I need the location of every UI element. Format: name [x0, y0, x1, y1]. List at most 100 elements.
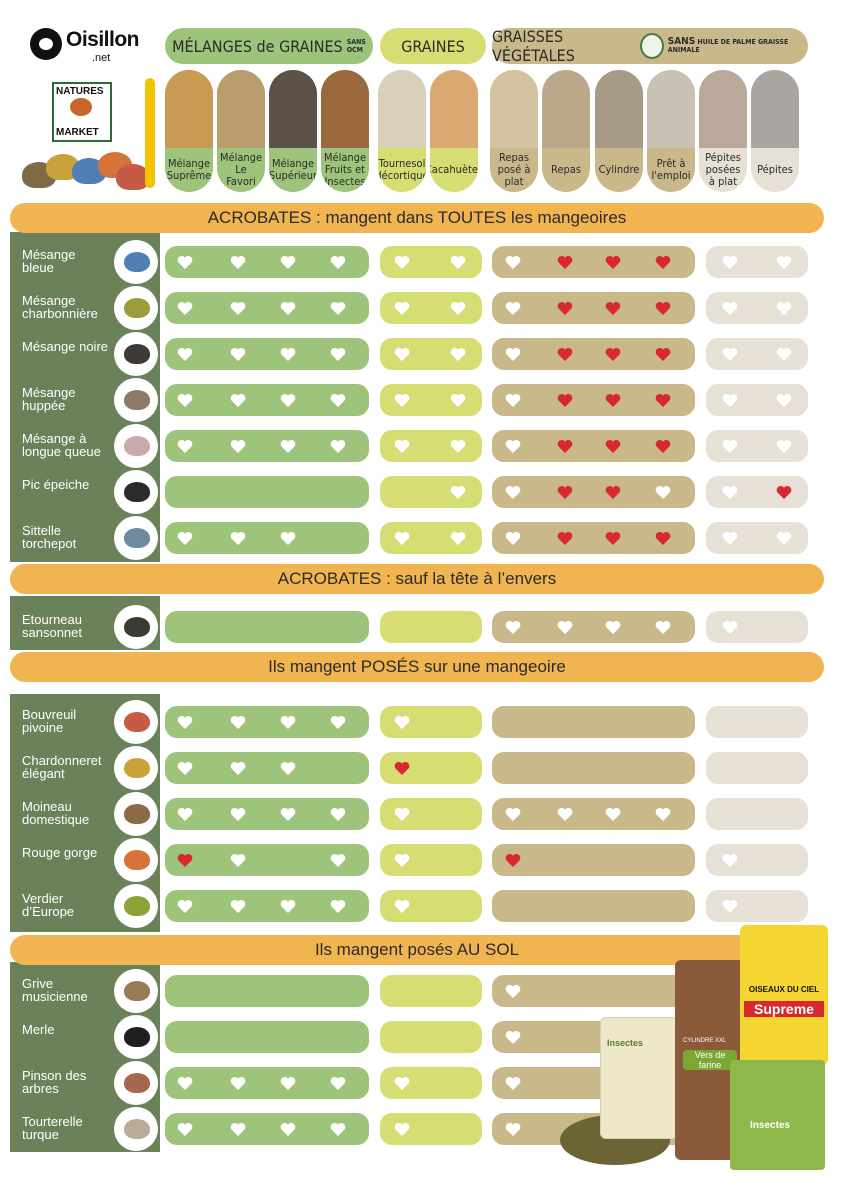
group-header-graines: GRAINES [380, 28, 486, 64]
heart-outline-icon [655, 485, 671, 499]
heart-outline-icon [330, 347, 346, 361]
bird-icon [124, 390, 150, 410]
product-image [542, 70, 590, 148]
bird-name: Pic épeiche [22, 477, 90, 492]
heart-filled-icon [776, 485, 792, 499]
table-row: Mésange huppée [0, 378, 860, 422]
product-image [699, 70, 747, 148]
table-row: Bouvreuil pivoine [0, 700, 860, 744]
heart-outline-icon [330, 715, 346, 729]
heart-outline-icon [177, 393, 193, 407]
heart-outline-icon [330, 807, 346, 821]
heart-outline-icon [230, 715, 246, 729]
heart-outline-icon [280, 807, 296, 821]
heart-outline-icon [230, 761, 246, 775]
rating-bar [380, 476, 482, 508]
rating-bar [165, 611, 369, 643]
heart-outline-icon [450, 301, 466, 315]
bird-portrait [114, 286, 158, 330]
rating-bar [706, 752, 808, 784]
heart-outline-icon [330, 439, 346, 453]
heart-filled-icon [557, 255, 573, 269]
logo-suffix: .net [92, 52, 111, 64]
heart-outline-icon [230, 255, 246, 269]
heart-outline-icon [394, 1122, 410, 1136]
bird-name: Merle [22, 1022, 55, 1037]
seed-bag-title: Supreme [744, 1001, 824, 1017]
heart-outline-icon [280, 347, 296, 361]
heart-outline-icon [505, 439, 521, 453]
insect-pouch-label: Insectes [607, 1038, 644, 1048]
group-title: GRAISSES VÉGÉTALES [492, 27, 575, 65]
bird-name: Mésange bleue [22, 247, 76, 275]
heart-outline-icon [330, 899, 346, 913]
product-image [595, 70, 643, 148]
heart-outline-icon [330, 255, 346, 269]
rating-bar [706, 844, 808, 876]
bird-icon [124, 981, 150, 1001]
heart-outline-icon [177, 1122, 193, 1136]
robin-icon [70, 98, 92, 116]
heart-outline-icon [505, 531, 521, 545]
bird-pile-illustration [22, 150, 150, 194]
bird-portrait [114, 240, 158, 284]
heart-filled-icon [605, 485, 621, 499]
rating-bar [380, 611, 482, 643]
table-row: Rouge gorge [0, 838, 860, 882]
heart-filled-icon [557, 485, 573, 499]
heart-outline-icon [394, 393, 410, 407]
bird-icon [124, 344, 150, 364]
product-label: Repas posé à plat [497, 151, 531, 188]
product-card: Cacahuètes [430, 70, 478, 192]
heart-outline-icon [450, 393, 466, 407]
rating-bar [706, 246, 808, 278]
product-label: Repas [551, 163, 581, 176]
group-header-melanges: MÉLANGES de GRAINES SANS OCM [165, 28, 373, 64]
rating-bar [165, 752, 369, 784]
bird-name: Rouge gorge [22, 845, 98, 860]
heart-filled-icon [605, 531, 621, 545]
table-row: Sittelle torchepot [0, 516, 860, 560]
bird-portrait [114, 1061, 158, 1105]
heart-outline-icon [776, 531, 792, 545]
product-image [647, 70, 695, 148]
heart-filled-icon [605, 255, 621, 269]
product-image [217, 70, 265, 148]
heart-filled-icon [655, 301, 671, 315]
bird-portrait [114, 378, 158, 422]
heart-outline-icon [280, 761, 296, 775]
table-row: Grive musicienne [0, 969, 860, 1013]
logo[interactable]: Oisillon .net [26, 22, 146, 72]
heart-outline-icon [557, 807, 573, 821]
heart-outline-icon [330, 1076, 346, 1090]
seed-bag-brand: OISEAUX DU CIEL [748, 985, 820, 994]
bird-portrait [114, 1015, 158, 1059]
product-image [490, 70, 538, 148]
heart-outline-icon [505, 255, 521, 269]
heart-outline-icon [776, 255, 792, 269]
header-accent-bar [145, 78, 155, 188]
rating-bar [706, 522, 808, 554]
heart-outline-icon [177, 301, 193, 315]
cylinder-box-label: Insectes [750, 1120, 791, 1131]
group-sans-note: SANS OCM [346, 38, 366, 54]
bird-portrait [114, 838, 158, 882]
heart-outline-icon [722, 301, 738, 315]
product-label: Cacahuètes [430, 163, 478, 176]
heart-filled-icon [655, 393, 671, 407]
heart-outline-icon [776, 301, 792, 315]
heart-filled-icon [605, 347, 621, 361]
group-header-graisses: GRAISSES VÉGÉTALES SANS HUILE DE PALME G… [492, 27, 808, 65]
heart-outline-icon [722, 485, 738, 499]
heart-outline-icon [280, 531, 296, 545]
bird-portrait [114, 516, 158, 560]
product-card: Repas posé à plat [490, 70, 538, 192]
bird-icon [124, 1073, 150, 1093]
logo-mark-icon [30, 28, 62, 60]
heart-outline-icon [776, 439, 792, 453]
heart-outline-icon [450, 485, 466, 499]
bird-portrait [114, 470, 158, 514]
table-row: Etourneau sansonnet [0, 605, 860, 649]
heart-filled-icon [177, 853, 193, 867]
bird-name: Mésange huppée [22, 385, 76, 413]
